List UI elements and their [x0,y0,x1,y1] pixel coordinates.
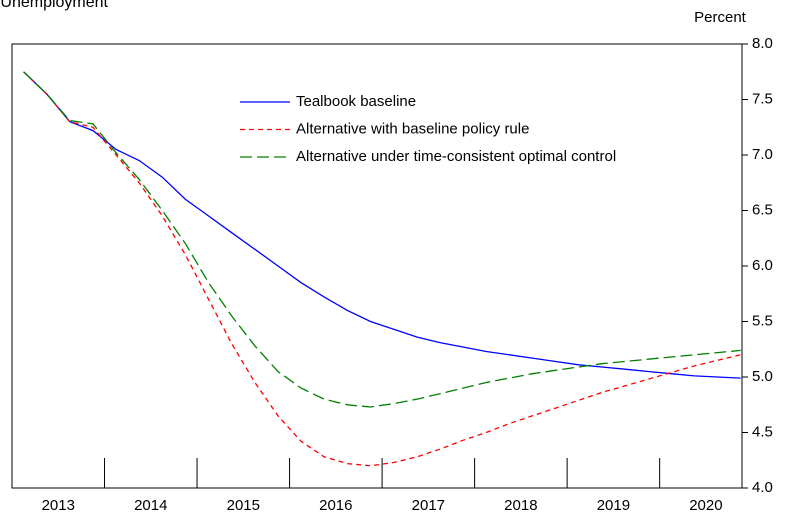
x-tick-label: 2017 [412,497,445,514]
x-tick-label: 2020 [689,497,722,514]
series-line [23,71,741,408]
y-tick-label: 4.5 [752,423,773,440]
x-tick-label: 2018 [504,497,537,514]
legend-label: Alternative under time-consistent optima… [296,148,616,165]
x-tick-label: 2014 [134,497,167,514]
y-tick-label: 6.5 [752,201,773,218]
x-tick-label: 2015 [227,497,260,514]
y-tick-label: 5.0 [752,368,773,385]
y-tick-label: 5.5 [752,312,773,329]
x-tick-label: 2016 [319,497,352,514]
y-unit-label: Percent [694,9,747,26]
legend-label: Alternative with baseline policy rule [296,120,529,137]
series-line [23,71,741,379]
legend-label: Tealbook baseline [296,93,416,110]
plot-frame [11,43,743,489]
y-tick-label: 8.0 [752,35,773,52]
y-tick-label: 7.5 [752,90,773,107]
y-tick-label: 6.0 [752,257,773,274]
y-tick-label: 4.0 [752,479,773,496]
x-tick-label: 2019 [597,497,630,514]
chart-title: Unemployment [0,0,108,11]
x-tick-label: 2013 [42,497,75,514]
y-tick-label: 7.0 [752,146,773,163]
